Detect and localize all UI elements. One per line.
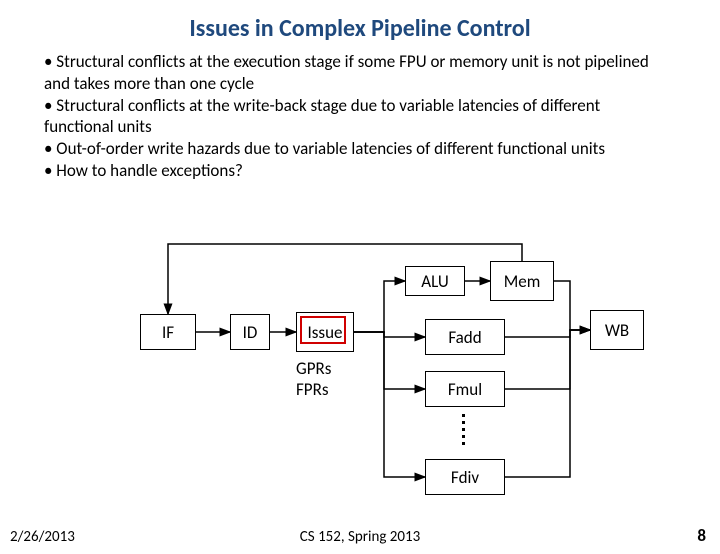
pipeline-diagram: IF ID Issue ALU Mem Fadd Fmul Fdiv WB GP…: [0, 14, 720, 554]
node-fmul: Fmul: [425, 371, 505, 407]
node-mem: Mem: [490, 261, 554, 301]
node-alu: ALU: [405, 266, 465, 296]
node-if: IF: [140, 314, 196, 350]
footer-center: CS 152, Spring 2013: [0, 528, 720, 546]
node-wb: WB: [590, 310, 644, 350]
footer-page: 8: [697, 525, 706, 546]
node-id: ID: [230, 314, 270, 350]
node-issue: Issue: [296, 312, 354, 352]
ellipsis-dots: [462, 414, 465, 445]
node-fdiv: Fdiv: [425, 459, 505, 495]
regs-label: GPRs FPRs: [296, 358, 331, 400]
node-fadd: Fadd: [425, 319, 505, 355]
diagram-edges: [0, 14, 720, 554]
